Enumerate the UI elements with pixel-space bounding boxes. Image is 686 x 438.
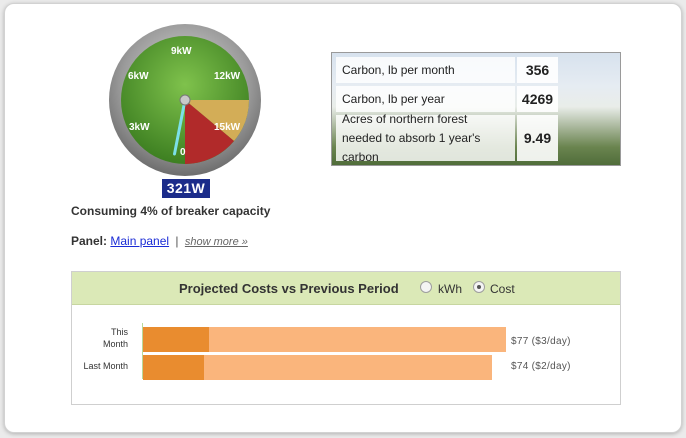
projected-costs-panel: Projected Costs vs Previous Period kWh C… xyxy=(71,271,621,405)
gauge-tick-15kw: 15kW xyxy=(214,122,241,133)
energy-dashboard-card: 0 3kW 6kW 9kW 12kW 15kW 321W Consuming 4… xyxy=(4,3,682,433)
gauge-hub xyxy=(179,94,191,106)
projected-costs-header: Projected Costs vs Previous Period kWh C… xyxy=(72,272,620,305)
gauge-tick-0: 0 xyxy=(180,147,186,158)
main-panel-link[interactable]: Main panel xyxy=(110,234,170,248)
kwh-radio-label[interactable]: kWh xyxy=(438,282,462,296)
carbon-acres-label: Acres of northern forest needed to absor… xyxy=(336,112,515,164)
carbon-month-label: Carbon, lb per month xyxy=(336,57,515,83)
panel-label: Panel: xyxy=(71,234,108,248)
bar-label-last-month: Last Month xyxy=(83,361,128,371)
carbon-acres-value: 9.49 xyxy=(517,115,558,161)
bar-label-this-month: This Month xyxy=(102,327,128,349)
bar-this-month-to-date xyxy=(143,327,209,352)
cost-radio-label[interactable]: Cost xyxy=(490,282,515,296)
bar-last-month-to-date xyxy=(143,355,204,380)
gauge-needle xyxy=(173,98,187,156)
gauge-tick-9kw: 9kW xyxy=(171,46,192,57)
carbon-row-acres: Acres of northern forest needed to absor… xyxy=(336,112,558,164)
carbon-row-year: Carbon, lb per year 4269 xyxy=(336,86,558,112)
carbon-month-value: 356 xyxy=(517,57,558,83)
show-more-link[interactable]: show more » xyxy=(184,236,248,248)
kwh-radio[interactable] xyxy=(420,281,432,293)
carbon-footprint-table: Carbon, lb per month 356 Carbon, lb per … xyxy=(331,52,621,166)
panel-separator: | xyxy=(175,234,179,248)
bar-value-this-month: $77 ($3/day) xyxy=(511,336,571,347)
panel-selector: Panel: Main panel | show more » xyxy=(71,234,248,248)
projected-costs-title: Projected Costs vs Previous Period xyxy=(179,281,399,296)
gauge-warning-zone xyxy=(185,100,249,141)
bar-value-last-month: $74 ($2/day) xyxy=(511,361,571,372)
carbon-row-month: Carbon, lb per month 356 xyxy=(336,57,558,83)
gauge-danger-zone xyxy=(185,100,234,164)
cost-radio[interactable] xyxy=(473,281,485,293)
gauge-tick-6kw: 6kW xyxy=(128,71,149,82)
breaker-capacity-text: Consuming 4% of breaker capacity xyxy=(71,204,271,218)
carbon-year-label: Carbon, lb per year xyxy=(336,86,515,112)
gauge-tick-3kw: 3kW xyxy=(129,122,150,133)
bar-chart-axis xyxy=(142,323,143,379)
current-power-readout: 321W xyxy=(162,179,210,198)
power-gauge: 0 3kW 6kW 9kW 12kW 15kW xyxy=(108,23,262,177)
gauge-tick-12kw: 12kW xyxy=(214,71,241,82)
carbon-year-value: 4269 xyxy=(517,86,558,112)
